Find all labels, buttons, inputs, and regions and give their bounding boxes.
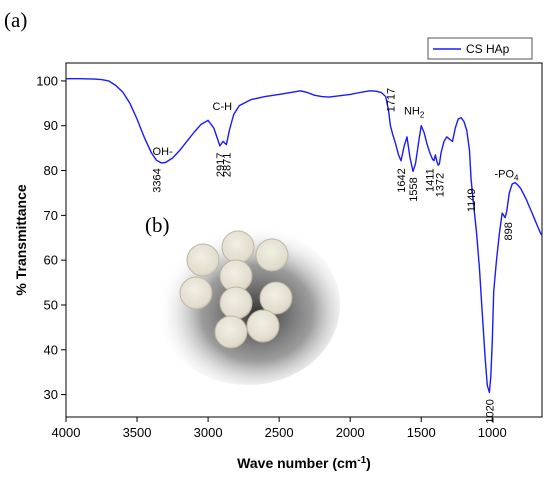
y-tick-label: 30 — [44, 387, 58, 402]
peak-label: 1642 — [396, 168, 408, 192]
plot-frame — [65, 62, 543, 418]
band-label: -PO4 — [494, 168, 519, 182]
inset-pellets — [179, 230, 293, 349]
pellet — [246, 309, 280, 343]
peak-label: 1558 — [408, 177, 420, 201]
x-tick-label: 3500 — [123, 425, 152, 440]
pellet — [219, 286, 253, 320]
peak-label: 3364 — [151, 168, 163, 192]
band-label-sub: 4 — [514, 173, 519, 182]
x-tick-label: 2500 — [265, 425, 294, 440]
panel-a-label: (a) — [4, 8, 27, 32]
pellet — [186, 243, 220, 277]
panel-b-label: (b) — [145, 213, 170, 237]
legend-label: CS HAp — [466, 42, 510, 56]
x-tick-label: 2000 — [336, 425, 365, 440]
pellet — [179, 276, 213, 310]
x-tick-label: 3000 — [194, 425, 223, 440]
y-tick-label: 90 — [44, 118, 58, 133]
band-label: C-H — [213, 101, 233, 113]
pellet — [255, 238, 289, 272]
y-axis-title: % Transmittance — [13, 184, 29, 295]
inset-photo — [156, 225, 340, 385]
x-axis-title: Wave number (cm-1) — [237, 455, 371, 471]
x-tick-label: 1500 — [407, 425, 436, 440]
peak-label: 2917 — [215, 153, 227, 177]
peak-label: 1372 — [434, 173, 446, 197]
band-label-text: -PO — [494, 168, 514, 180]
legend-box — [427, 37, 533, 60]
x-axis-title-sup: -1 — [357, 455, 366, 466]
pellet — [221, 230, 255, 264]
x-axis-title-close: ) — [366, 455, 371, 471]
x-axis: 4000 3500 3000 2500 2000 1500 1000 — [52, 417, 507, 440]
peak-label: 2871 — [221, 153, 233, 177]
pellet — [214, 315, 248, 349]
x-axis-title-main: Wave number (cm — [237, 455, 357, 471]
band-label-text: NH — [404, 106, 420, 118]
series-line-cs-hap — [66, 77, 543, 394]
y-axis: 30 40 50 60 70 80 90 100 — [36, 73, 66, 402]
y-tick-label: 70 — [44, 208, 58, 223]
legend: CS HAp — [427, 37, 533, 60]
peak-label: 898 — [503, 222, 515, 240]
peak-label: 1020 — [484, 399, 496, 423]
series-layer — [66, 77, 543, 394]
y-tick-label: 80 — [44, 163, 58, 178]
x-tick-label: 1000 — [478, 425, 507, 440]
band-label: NH2 — [404, 106, 425, 120]
band-label-sub: 2 — [420, 111, 425, 120]
y-tick-label: 100 — [36, 73, 58, 88]
peak-label: 1717 — [385, 88, 397, 112]
band-label-text: C-H — [213, 101, 233, 113]
band-label-text: OH- — [153, 146, 174, 158]
y-tick-label: 60 — [44, 253, 58, 268]
y-tick-label: 40 — [44, 342, 58, 357]
band-label: OH- — [153, 146, 174, 158]
y-tick-label: 50 — [44, 297, 58, 312]
peak-label: 1411 — [425, 168, 437, 192]
pellet — [259, 281, 293, 315]
x-tick-label: 4000 — [52, 425, 81, 440]
peak-label: 1149 — [466, 189, 478, 213]
